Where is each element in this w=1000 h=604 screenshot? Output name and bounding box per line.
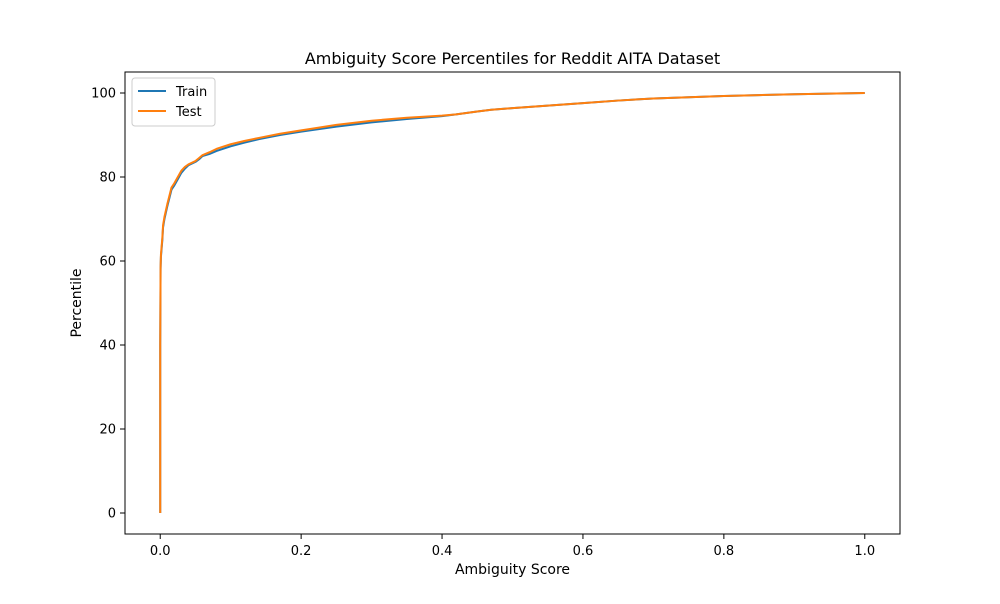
y-axis-ticks: 0 20 40 60 80 100 — [91, 87, 125, 522]
series-line-train — [159, 92, 865, 513]
y-tick-label: 60 — [99, 255, 116, 270]
x-tick-label: 0.4 — [432, 544, 453, 559]
series-line-test — [159, 92, 865, 513]
plot-frame — [124, 71, 901, 535]
y-tick-label: 40 — [99, 339, 116, 354]
legend-label-train: Train — [175, 85, 207, 100]
series-layer — [159, 92, 865, 513]
x-tick-label: 1.0 — [854, 544, 875, 559]
x-axis-ticks: 0.0 0.2 0.4 0.6 0.8 1.0 — [150, 534, 875, 559]
x-tick-label: 0.0 — [150, 544, 171, 559]
legend-label-test: Test — [175, 105, 202, 120]
x-tick-label: 0.2 — [291, 544, 312, 559]
y-tick-label: 20 — [99, 423, 116, 438]
y-axis-label: Percentile — [69, 268, 85, 337]
legend: Train Test — [131, 77, 216, 127]
x-tick-label: 0.8 — [714, 544, 735, 559]
x-axis-label: Ambiguity Score — [455, 562, 570, 578]
y-tick-label: 80 — [99, 171, 116, 186]
chart-title: Ambiguity Score Percentiles for Reddit A… — [305, 49, 720, 68]
x-tick-label: 0.6 — [573, 544, 594, 559]
y-tick-label: 0 — [108, 507, 116, 522]
y-tick-label: 100 — [91, 87, 116, 102]
